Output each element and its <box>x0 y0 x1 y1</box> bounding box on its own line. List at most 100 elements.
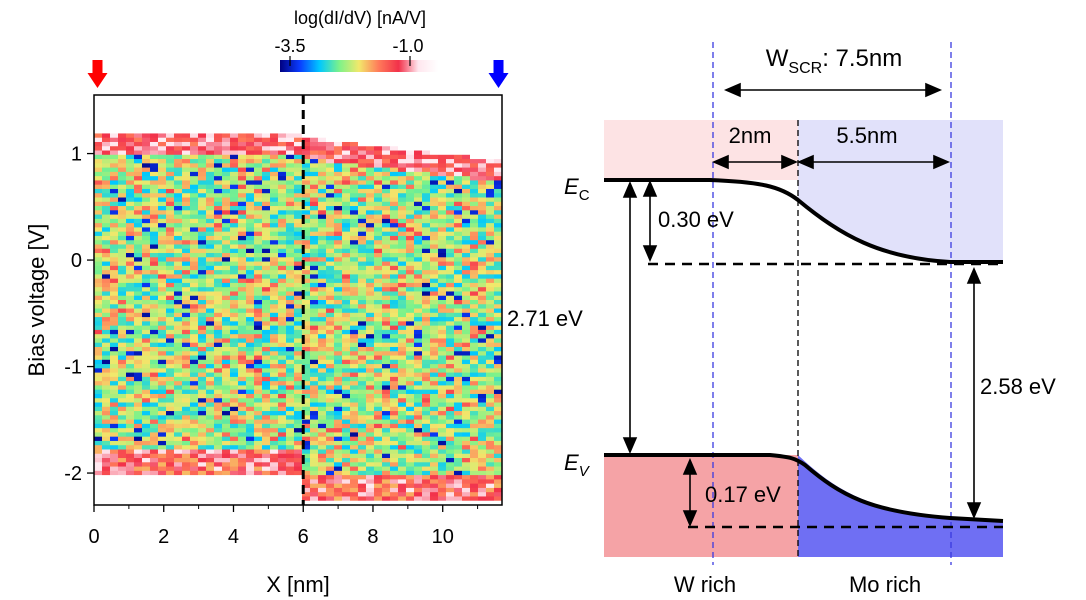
heatmap-cell <box>198 197 207 203</box>
heatmap-cell <box>166 103 175 109</box>
heatmap-cell <box>358 206 367 211</box>
heatmap-cell <box>318 223 327 228</box>
heatmap-cell <box>358 257 367 263</box>
heatmap-cell <box>470 240 479 246</box>
heatmap-cell <box>174 423 183 429</box>
heatmap-cell <box>166 274 175 280</box>
heatmap-cell <box>326 244 335 250</box>
heatmap-cell <box>310 372 319 378</box>
heatmap-cell <box>166 338 175 344</box>
heatmap-cell <box>374 291 383 297</box>
heatmap-cell <box>486 103 495 109</box>
heatmap-cell <box>310 338 319 344</box>
heatmap-cell <box>238 496 247 502</box>
heatmap-cell <box>494 411 502 416</box>
heatmap-cell <box>214 291 223 297</box>
heatmap-cell <box>342 167 351 173</box>
heatmap-cell <box>102 385 111 391</box>
heatmap-cell <box>102 428 111 433</box>
heatmap-cell <box>198 253 207 258</box>
heatmap-cell <box>222 244 231 250</box>
heatmap-cell <box>142 423 151 429</box>
heatmap-cell <box>134 312 143 318</box>
heatmap-cell <box>454 291 463 297</box>
heatmap-cell <box>286 223 295 228</box>
heatmap-cell <box>334 376 343 382</box>
heatmap-cell <box>286 197 295 203</box>
heatmap-cell <box>390 364 399 369</box>
heatmap-cell <box>406 112 415 117</box>
heatmap-cell <box>134 368 143 374</box>
heatmap-cell <box>478 342 487 348</box>
heatmap-cell <box>142 257 151 263</box>
heatmap-cell <box>438 116 447 122</box>
heatmap-cell <box>278 372 287 378</box>
heatmap-cell <box>382 321 391 327</box>
heatmap-cell <box>478 364 487 369</box>
heatmap-cell <box>134 227 143 233</box>
heatmap-cell <box>150 227 159 233</box>
heatmap-cell <box>446 103 455 109</box>
heatmap-cell <box>318 500 327 505</box>
heatmap-cell <box>446 99 455 105</box>
heatmap-cell <box>230 415 239 421</box>
heatmap-cell <box>230 300 239 305</box>
heatmap-cell <box>430 492 439 498</box>
heatmap-cell <box>454 99 463 105</box>
heatmap-cell <box>174 321 183 327</box>
heatmap-cell <box>206 231 215 237</box>
heatmap-cell <box>158 193 167 199</box>
heatmap-cell <box>222 163 231 169</box>
heatmap-cell <box>366 270 375 275</box>
heatmap-cell <box>206 483 215 489</box>
heatmap-cell <box>142 487 151 493</box>
heatmap-cell <box>278 338 287 344</box>
heatmap-cell <box>254 235 263 241</box>
heatmap-cell <box>294 312 303 318</box>
heatmap-cell <box>342 308 351 314</box>
heatmap-cell <box>478 235 487 241</box>
heatmap-cell <box>150 184 159 190</box>
heatmap-cell <box>462 475 471 480</box>
heatmap-cell <box>494 355 502 361</box>
heatmap-cell <box>222 257 231 263</box>
heatmap-cell <box>398 184 407 190</box>
heatmap-cell <box>254 150 263 156</box>
heatmap-cell <box>110 235 119 241</box>
heatmap-cell <box>358 133 367 139</box>
heatmap-cell <box>358 402 367 408</box>
heatmap-cell <box>374 304 383 310</box>
heatmap-cell <box>398 338 407 344</box>
heatmap-cell <box>134 287 143 293</box>
heatmap-cell <box>462 287 471 293</box>
heatmap-cell <box>494 308 502 314</box>
heatmap-cell <box>446 483 455 489</box>
heatmap-cell <box>414 141 423 147</box>
heatmap-cell <box>110 240 119 246</box>
heatmap-cell <box>302 214 311 220</box>
heatmap-cell <box>414 500 423 505</box>
heatmap-cell <box>342 321 351 327</box>
heatmap-cell <box>454 364 463 369</box>
heatmap-cell <box>102 389 111 395</box>
heatmap-cell <box>102 308 111 314</box>
heatmap-cell <box>294 440 303 446</box>
heatmap-cell <box>94 270 103 275</box>
heatmap-cell <box>246 334 255 340</box>
heatmap-cell <box>262 338 271 344</box>
heatmap-cell <box>462 317 471 322</box>
heatmap-cell <box>446 291 455 297</box>
heatmap-cell <box>150 107 159 113</box>
heatmap-cell <box>318 99 327 105</box>
heatmap-cell <box>446 201 455 207</box>
heatmap-cell <box>118 107 127 113</box>
heatmap-cell <box>318 95 327 100</box>
heatmap-cell <box>110 95 119 100</box>
heatmap-cell <box>310 154 319 160</box>
heatmap-cell <box>382 184 391 190</box>
heatmap-cell <box>190 201 199 207</box>
heatmap-cell <box>270 274 279 280</box>
heatmap-cell <box>406 411 415 416</box>
heatmap-cell <box>406 154 415 160</box>
heatmap-cell <box>414 154 423 160</box>
